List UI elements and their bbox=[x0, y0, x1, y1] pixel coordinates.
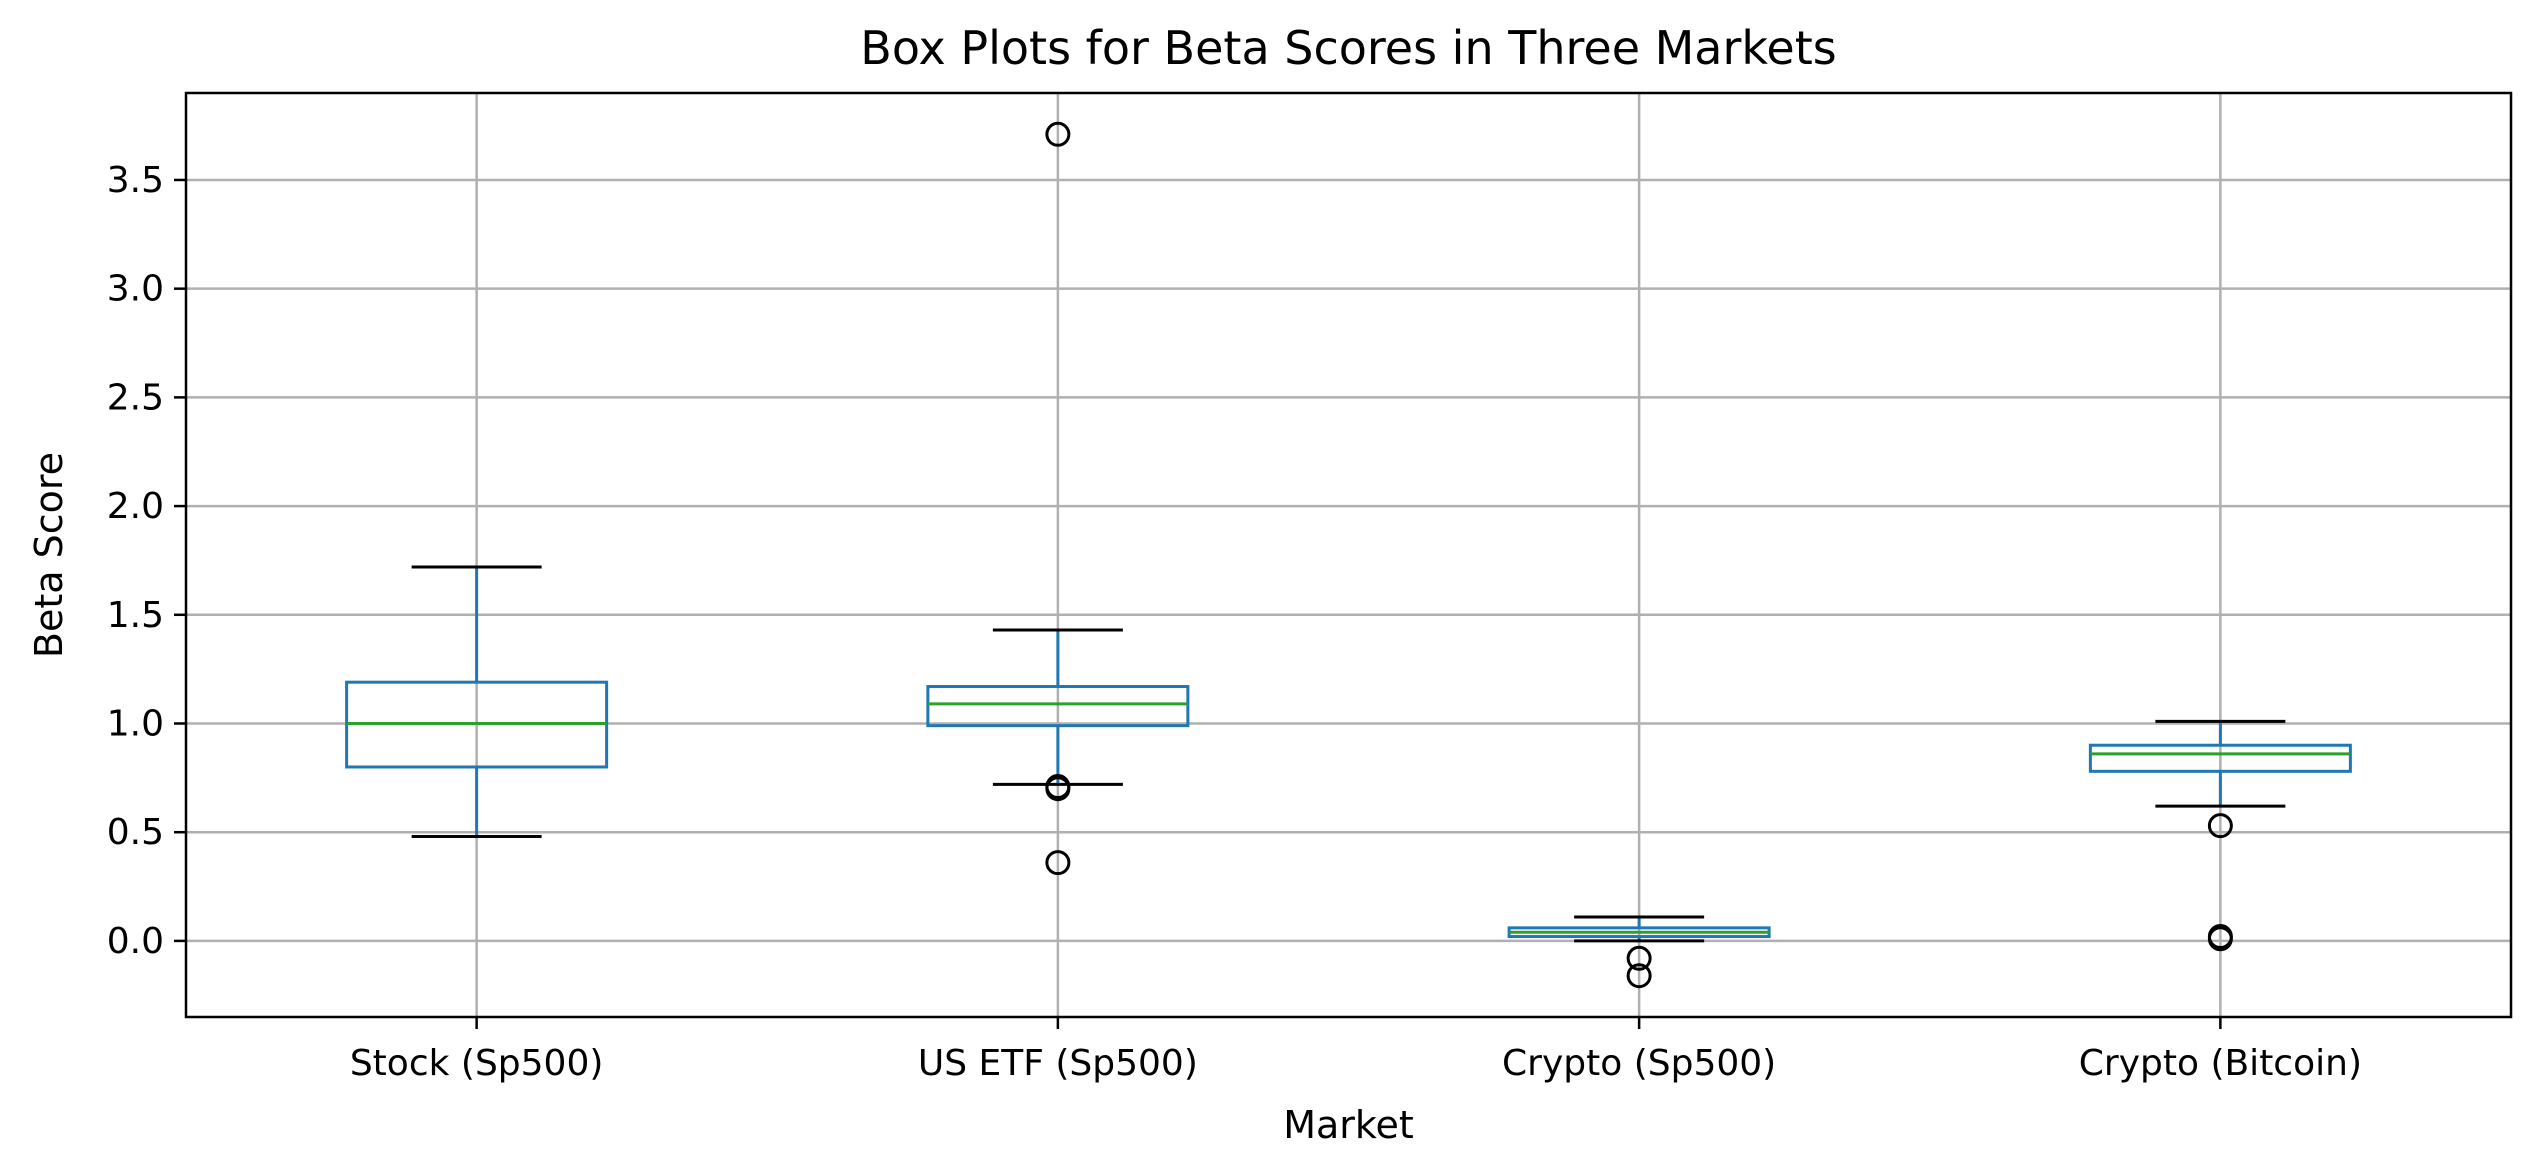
y-tick-label: 1.5 bbox=[107, 595, 164, 636]
plot-frame bbox=[184, 91, 2513, 1019]
outlier-point bbox=[1626, 945, 1652, 971]
x-tick-label: Crypto (Sp500) bbox=[1502, 1043, 1776, 1084]
box-group bbox=[1507, 915, 1771, 989]
iqr-box bbox=[2088, 743, 2352, 773]
y-tick-label: 1.0 bbox=[107, 703, 164, 744]
x-tick-label: Stock (Sp500) bbox=[350, 1043, 604, 1084]
x-tick-label: Crypto (Bitcoin) bbox=[2079, 1043, 2362, 1084]
box-group bbox=[345, 565, 609, 839]
outlier-point bbox=[2207, 926, 2233, 952]
x-tick-label: US ETF (Sp500) bbox=[918, 1043, 1198, 1084]
y-tick-label: 0.5 bbox=[107, 812, 164, 853]
boxes bbox=[345, 121, 2352, 989]
ticks: 0.0 0.5 1.0 1.5 2.0 2.5 3.0 3.5 Stock (Sp500) US … bbox=[107, 160, 2362, 1084]
y-tick-label: 2.5 bbox=[107, 377, 164, 418]
x-axis-label: Market bbox=[1283, 1103, 1414, 1147]
outlier-point bbox=[2207, 813, 2233, 839]
chart-title: Box Plots for Beta Scores in Three Marke… bbox=[860, 21, 1836, 75]
outlier-point bbox=[1045, 776, 1071, 802]
y-tick-label: 3.0 bbox=[107, 269, 164, 310]
y-tick-label: 2.0 bbox=[107, 486, 164, 527]
box-group bbox=[2088, 719, 2352, 952]
box-group bbox=[926, 121, 1190, 876]
y-tick-label: 0.0 bbox=[107, 921, 164, 962]
y-axis-label: Beta Score bbox=[27, 452, 71, 658]
outlier-point bbox=[1626, 963, 1652, 989]
outlier-point bbox=[1045, 121, 1071, 147]
iqr-box bbox=[926, 685, 1190, 728]
outlier-point bbox=[1045, 850, 1071, 876]
y-tick-label: 3.5 bbox=[107, 160, 164, 201]
